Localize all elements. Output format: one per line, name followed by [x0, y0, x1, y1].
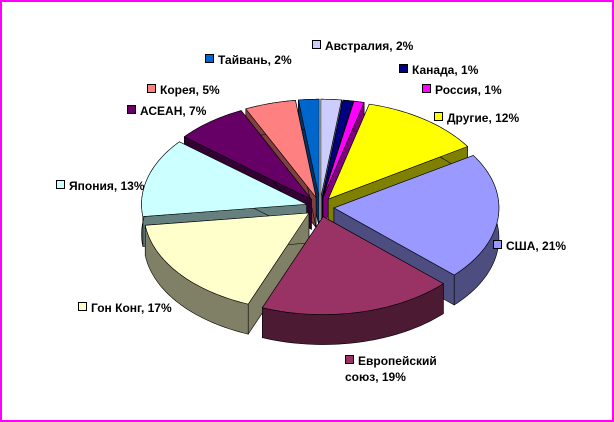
- data-label: Канада, 1%: [399, 62, 478, 78]
- label-text: США, 21%: [506, 239, 567, 253]
- legend-swatch: [345, 355, 354, 364]
- slice: [183, 110, 312, 200]
- label-text: Тайвань, 2%: [218, 53, 292, 67]
- legend-swatch: [434, 112, 443, 121]
- data-label: Австралия, 2%: [312, 38, 413, 54]
- data-label: АСЕАН, 7%: [127, 103, 206, 119]
- data-label: Европейский союз, 19%: [345, 353, 450, 385]
- data-label: Гон Конг, 17%: [78, 300, 172, 316]
- data-label: Тайвань, 2%: [205, 52, 292, 68]
- slice: [141, 141, 308, 217]
- label-text: Япония, 13%: [69, 179, 145, 193]
- label-text: Россия, 1%: [435, 83, 502, 97]
- slice: [321, 99, 354, 198]
- legend-swatch: [56, 180, 65, 189]
- data-label: США, 21%: [493, 238, 566, 254]
- legend-swatch: [127, 105, 136, 114]
- slice: [333, 155, 500, 276]
- label-text: Канада, 1%: [412, 63, 479, 77]
- label-text: Корея, 5%: [160, 83, 220, 97]
- legend-swatch: [205, 54, 214, 63]
- legend-swatch: [493, 240, 502, 249]
- slice: [245, 100, 317, 198]
- slice: [298, 98, 320, 198]
- label-text: АСЕАН, 7%: [140, 104, 207, 118]
- slice: [327, 103, 469, 200]
- slice: [261, 216, 444, 315]
- label-text: Гон Конг, 17%: [91, 301, 172, 315]
- data-label: Япония, 13%: [56, 178, 145, 194]
- legend-swatch: [399, 64, 408, 73]
- label-text: Европейский союз, 19%: [345, 354, 437, 384]
- slice: [144, 212, 310, 305]
- data-label: Другие, 12%: [434, 110, 519, 126]
- legend-swatch: [147, 84, 156, 93]
- legend-swatch: [312, 40, 321, 49]
- data-label: Россия, 1%: [422, 82, 502, 98]
- legend-swatch: [422, 84, 431, 93]
- legend-swatch: [78, 302, 87, 311]
- label-text: Другие, 12%: [447, 111, 520, 125]
- label-text: Австралия, 2%: [325, 39, 414, 53]
- slice: [322, 100, 365, 198]
- slice: [320, 98, 342, 198]
- data-label: Корея, 5%: [147, 82, 220, 98]
